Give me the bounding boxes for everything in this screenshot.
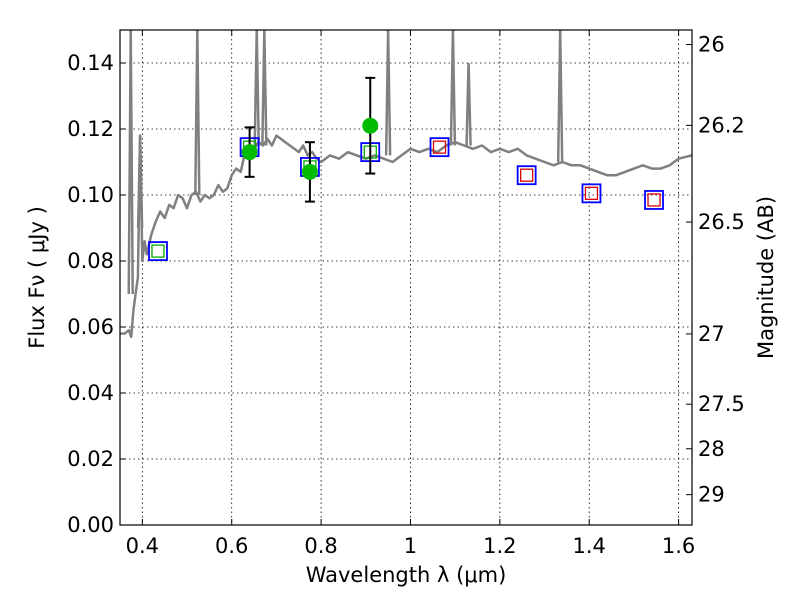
right-axis-label: Magnitude (AB) [754,196,778,359]
x-tick-label: 0.8 [304,534,337,558]
red-inner-square [647,193,661,207]
y-tick-label: 0.14 [67,51,114,75]
model-flux-square [429,137,450,158]
emission-line-spike [449,30,457,146]
right-tick-label: 26.5 [698,210,745,234]
model-flux-square [581,183,602,204]
x-tick-label: 1.2 [483,534,516,558]
model-flux-square [516,165,537,186]
red-inner-square [584,186,599,201]
right-tick-label: 26.2 [698,113,745,137]
x-tick-label: 0.4 [126,534,159,558]
observed-flux-point [241,144,258,161]
emission-line-spike [194,30,201,196]
emission-line-spike [556,30,564,163]
plot-frame [119,29,693,526]
x-tick-label: 1.6 [662,534,695,558]
observed-flux-point [362,117,379,134]
y-tick-label: 0.06 [67,315,114,339]
model-flux-square [644,190,664,210]
y-tick-label: 0.04 [67,381,114,405]
x-tick-label: 1.4 [573,534,606,558]
spectrum-line [120,30,692,339]
model-flux-square [148,241,168,262]
right-tick-label: 27 [698,322,725,346]
right-tick-label: 28 [698,437,725,461]
x-tick-label: 1 [404,534,417,558]
observed-flux-point [301,163,318,180]
y-tick-label: 0.12 [67,117,114,141]
y-axis-label: Flux Fν ( μJy ) [25,206,49,349]
emission-line-spike [136,135,144,229]
red-inner-square [432,140,447,154]
emission-line-spike [465,62,472,146]
right-tick-label: 29 [698,483,725,507]
y-tick-label: 0.00 [67,513,114,537]
grid-lines [120,30,692,526]
emission-line-spike [384,30,392,156]
x-tick-label: 0.6 [215,534,248,558]
x-axis-label: Wavelength λ (μm) [306,563,507,587]
green-inner-square [151,244,165,258]
y-tick-label: 0.10 [67,183,114,207]
red-inner-square [520,168,534,182]
axis-ticks: 0.4 0.6 0.8 1 1.2 1.4 1.6 0.00 0.02 0.04 0.06 0.08 0… [67,30,745,558]
right-tick-label: 27.5 [698,392,745,416]
emission-line-spike [253,30,260,146]
right-tick-label: 26 [698,33,725,57]
emission-line-spike [127,30,134,295]
y-tick-label: 0.02 [67,447,114,471]
photometry-markers [148,76,664,262]
spectrum-polyline [120,134,692,339]
emission-line-spike [261,30,268,146]
y-tick-label: 0.08 [67,249,114,273]
